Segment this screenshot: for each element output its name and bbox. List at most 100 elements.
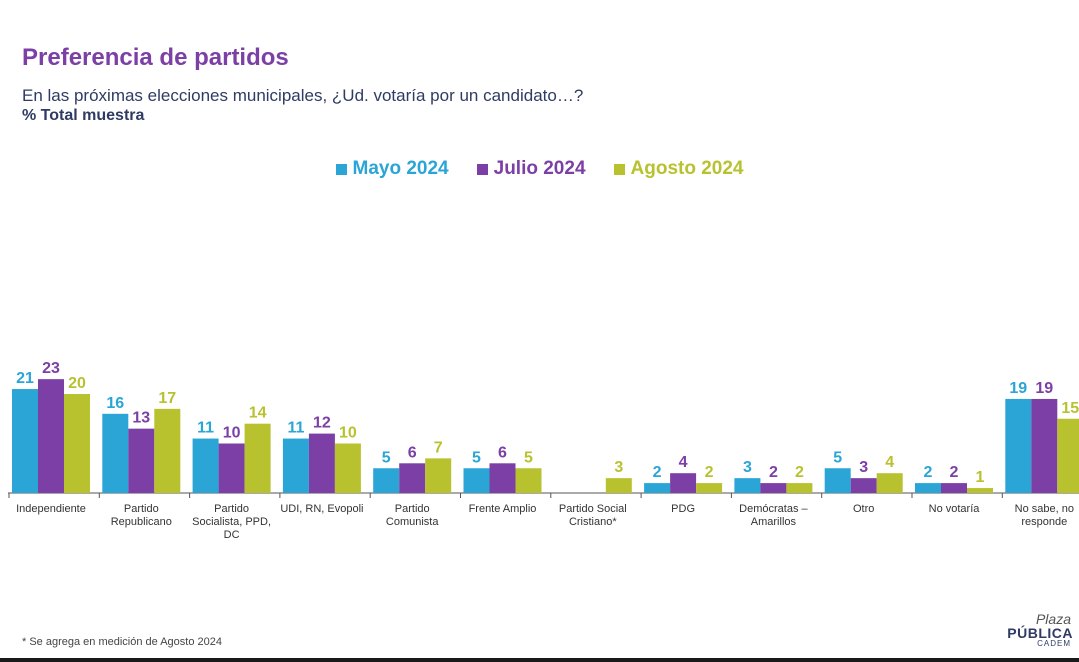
bar-mayo-4 <box>373 468 400 493</box>
bar-julio-2 <box>218 443 245 493</box>
bar-mayo-0 <box>12 389 38 493</box>
bar-agosto-10 <box>967 488 993 493</box>
data-label-agosto-11: 15 <box>1061 400 1079 417</box>
bar-agosto-7 <box>696 483 723 493</box>
data-label-mayo-5: 5 <box>472 449 481 466</box>
bar-mayo-5 <box>463 468 490 493</box>
bar-julio-3 <box>308 433 335 493</box>
data-label-agosto-10: 1 <box>976 469 985 486</box>
category-label-6: Partido Social Cristiano* <box>559 503 627 528</box>
category-label-7: PDG <box>671 503 695 515</box>
bar-julio-7 <box>670 473 697 493</box>
category-label-0: Independiente <box>16 503 86 515</box>
data-label-mayo-10: 2 <box>924 464 933 481</box>
bar-julio-4 <box>399 463 426 493</box>
data-label-agosto-6: 3 <box>614 459 623 476</box>
page-title: Preferencia de partidos <box>22 44 289 71</box>
bar-agosto-5 <box>515 468 542 493</box>
bar-agosto-6 <box>605 478 632 493</box>
logo-line-publica: PÚBLICA <box>1007 625 1073 641</box>
legend-label-julio: Julio 2024 <box>493 158 586 179</box>
category-label-3: UDI, RN, Evopoli <box>280 503 363 515</box>
data-label-agosto-1: 17 <box>158 390 176 407</box>
category-label-11: No sabe, no responde <box>1015 503 1074 528</box>
category-label-10: No votaría <box>929 503 981 515</box>
bar-mayo-10 <box>915 483 941 493</box>
bar-mayo-7 <box>644 483 671 493</box>
bar-mayo-1 <box>102 413 129 493</box>
data-label-julio-0: 23 <box>42 360 60 377</box>
data-label-agosto-4: 7 <box>434 439 443 456</box>
bar-agosto-0 <box>64 394 90 493</box>
data-label-julio-7: 4 <box>679 454 688 471</box>
legend-label-agosto: Agosto 2024 <box>630 158 744 179</box>
data-label-mayo-1: 16 <box>106 395 124 412</box>
data-label-julio-8: 2 <box>769 464 778 481</box>
data-label-julio-11: 19 <box>1035 380 1053 397</box>
bar-julio-1 <box>128 428 155 493</box>
category-label-5: Frente Amplio <box>469 503 537 515</box>
data-label-mayo-7: 2 <box>653 464 662 481</box>
category-label-4: Partido Comunista <box>386 503 439 528</box>
bar-agosto-8 <box>786 483 813 493</box>
data-label-mayo-2: 11 <box>197 420 214 437</box>
bar-mayo-9 <box>824 468 851 493</box>
data-label-agosto-9: 4 <box>885 454 894 471</box>
legend-swatch-julio <box>476 163 488 175</box>
data-label-mayo-4: 5 <box>382 449 391 466</box>
data-label-agosto-5: 5 <box>524 449 533 466</box>
legend-item-agosto: Agosto 2024 <box>613 158 744 180</box>
bar-mayo-11 <box>1005 398 1032 493</box>
category-label-1: Partido Republicano <box>111 503 172 528</box>
data-label-agosto-8: 2 <box>795 464 804 481</box>
bar-julio-11 <box>1031 398 1058 493</box>
legend-swatch-mayo <box>335 163 347 175</box>
data-label-mayo-8: 3 <box>743 459 752 476</box>
data-label-mayo-3: 11 <box>287 420 304 437</box>
bar-agosto-3 <box>334 443 361 493</box>
bar-julio-8 <box>760 483 787 493</box>
sample-label: % Total muestra <box>22 107 145 124</box>
data-label-mayo-11: 19 <box>1009 380 1027 397</box>
bar-agosto-4 <box>425 458 452 493</box>
data-label-julio-4: 6 <box>408 444 417 461</box>
logo-line-cadem: CADEM <box>1037 639 1071 648</box>
bar-mayo-8 <box>734 478 761 493</box>
legend-item-mayo: Mayo 2024 <box>335 158 449 180</box>
category-label-2: Partido Socialista, PPD, DC <box>192 503 271 541</box>
chart-legend: Mayo 2024 Julio 2024 Agosto 2024 <box>0 158 1079 180</box>
category-label-8: Demócratas – Amarillos <box>739 503 808 528</box>
chart-subtitle: En las próximas elecciones municipales, … <box>22 86 584 105</box>
data-label-mayo-0: 21 <box>16 370 34 387</box>
logo-line-plaza: Plaza <box>1035 611 1071 627</box>
data-label-agosto-2: 14 <box>249 405 267 422</box>
bar-agosto-2 <box>244 423 271 493</box>
data-label-mayo-9: 5 <box>833 449 842 466</box>
bar-agosto-9 <box>876 473 903 493</box>
data-label-julio-2: 10 <box>223 425 241 442</box>
bar-julio-5 <box>489 463 516 493</box>
bar-agosto-1 <box>154 408 181 493</box>
category-label-9: Otro <box>853 503 874 515</box>
legend-label-mayo: Mayo 2024 <box>352 158 449 179</box>
legend-item-julio: Julio 2024 <box>476 158 586 180</box>
legend-swatch-agosto <box>613 163 625 175</box>
bar-agosto-11 <box>1057 418 1079 493</box>
bottom-border <box>0 658 1079 662</box>
data-label-agosto-0: 20 <box>68 375 86 392</box>
bar-julio-9 <box>850 478 877 493</box>
data-label-julio-5: 6 <box>498 444 507 461</box>
bar-julio-10 <box>941 483 967 493</box>
bar-mayo-3 <box>282 438 309 493</box>
data-label-julio-3: 12 <box>313 415 331 432</box>
plaza-publica-logo: Plaza PÚBLICA CADEM <box>999 612 1079 648</box>
bar-mayo-2 <box>192 438 219 493</box>
footnote: * Se agrega en medición de Agosto 2024 <box>22 636 222 648</box>
data-label-julio-1: 13 <box>132 410 150 427</box>
data-label-julio-9: 3 <box>859 459 868 476</box>
bar-julio-0 <box>38 379 64 493</box>
data-label-agosto-3: 10 <box>339 425 357 442</box>
data-label-julio-10: 2 <box>950 464 959 481</box>
data-label-agosto-7: 2 <box>705 464 714 481</box>
